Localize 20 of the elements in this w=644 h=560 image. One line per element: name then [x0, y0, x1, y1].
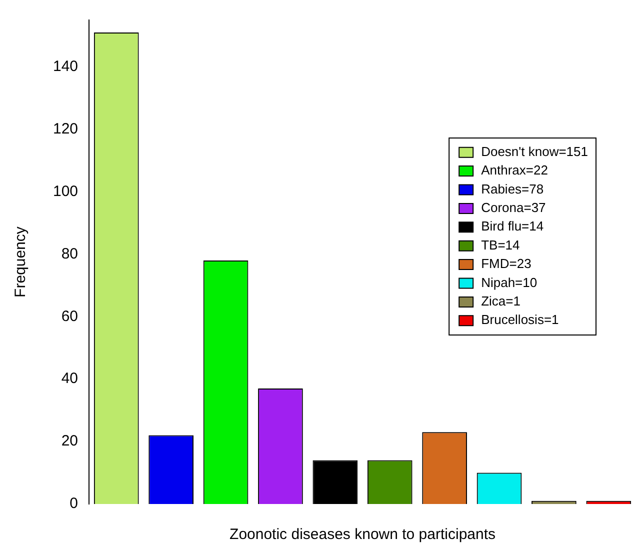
legend-label: TB=14 [481, 237, 520, 252]
legend-label: Rabies=78 [481, 181, 544, 196]
y-axis-title: Frequency [12, 226, 30, 298]
legend-label: Bird flu=14 [481, 218, 544, 234]
x-axis-title: Zoonotic diseases known to participants [230, 526, 496, 544]
legend-label: Doesn't know=151 [481, 144, 588, 159]
y-tick-label: 120 [52, 120, 78, 138]
y-tick-label: 0 [70, 495, 78, 512]
y-tick-label: 140 [52, 58, 78, 75]
legend-label: Corona=37 [481, 200, 546, 216]
y-tick-label: 80 [61, 245, 78, 262]
legend-label: Zica=1 [481, 294, 520, 309]
y-tick-label: 100 [52, 182, 78, 200]
legend-label: Nipah=10 [481, 274, 538, 290]
y-tick-label: 20 [61, 432, 78, 450]
legend-label: Brucellosis=1 [481, 312, 559, 328]
legend-label: FMD=23 [481, 256, 532, 272]
y-tick-label: 40 [61, 370, 78, 388]
y-tick-label: 60 [61, 308, 78, 325]
legend-label: Anthrax=22 [481, 162, 548, 178]
